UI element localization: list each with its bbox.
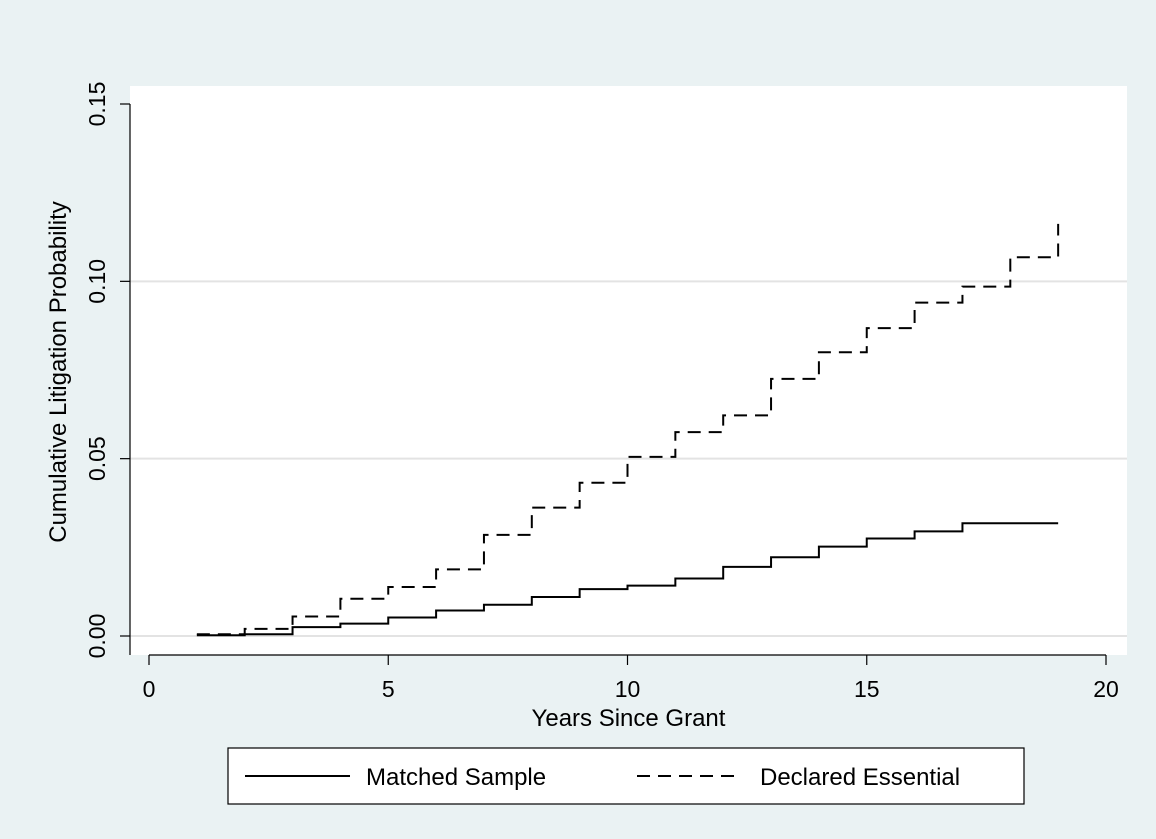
- series-lines: [196, 223, 1060, 637]
- y-tick-label-3: 0.15: [84, 82, 110, 127]
- legend-box: [227, 747, 1025, 805]
- y-tick-label-0: 0.00: [84, 614, 110, 659]
- grid-lines: [130, 280, 1127, 637]
- tick-marks: [120, 103, 1107, 665]
- x-axis-label: Years Since Grant: [532, 705, 726, 732]
- tick-labels: 0.00 0.05 0.10 0.15 0 5 10 15 20: [84, 82, 1119, 702]
- legend-label-matched-sample: Matched Sample: [366, 764, 546, 791]
- y-axis-label: Cumulative Litigation Probability: [45, 201, 72, 543]
- x-tick-label-4: 20: [1093, 676, 1119, 702]
- plot-area: [130, 86, 1127, 655]
- legend-label-declared-essential: Declared Essential: [760, 764, 960, 791]
- x-tick-label-0: 0: [143, 676, 156, 702]
- series-line-declared-essential: [196, 223, 1060, 636]
- x-tick-label-2: 10: [615, 676, 641, 702]
- series-line-matched-sample: [196, 522, 1059, 637]
- y-tick-label-2: 0.10: [84, 259, 110, 304]
- y-tick-label-1: 0.05: [84, 436, 110, 481]
- x-tick-label-3: 15: [854, 676, 880, 702]
- legend: Matched Sample Declared Essential: [227, 747, 1025, 805]
- x-tick-label-1: 5: [382, 676, 395, 702]
